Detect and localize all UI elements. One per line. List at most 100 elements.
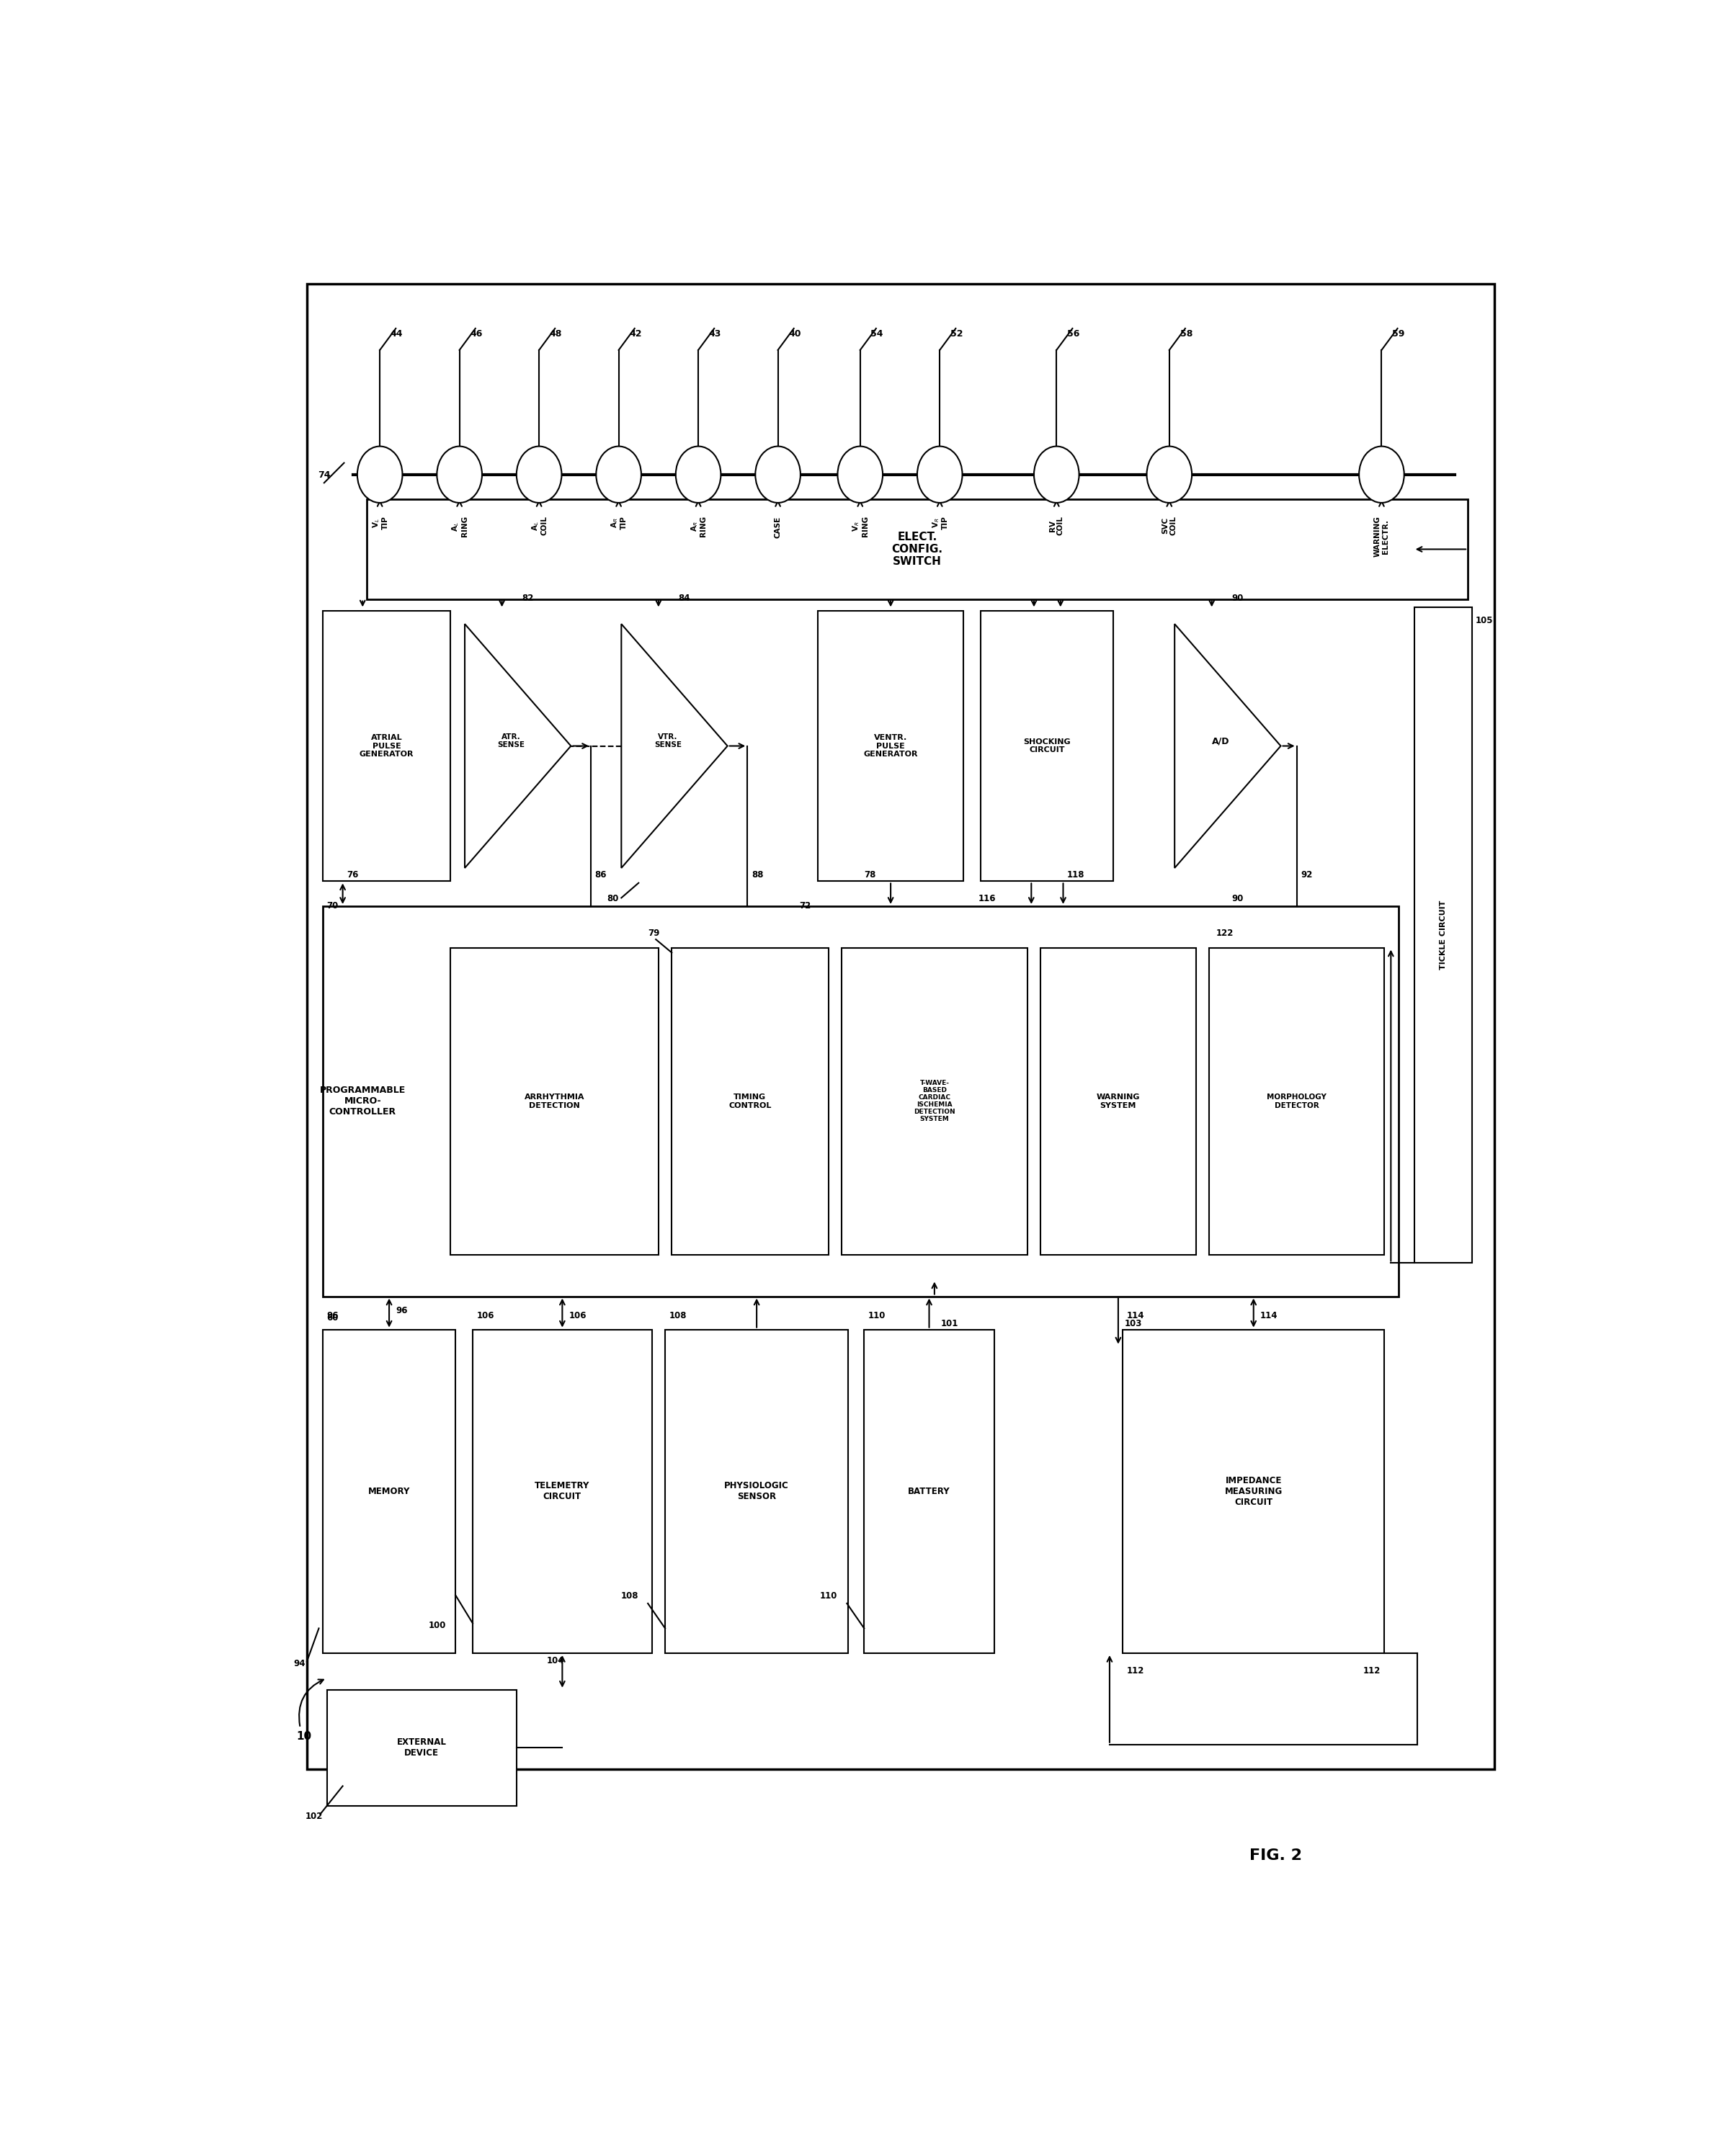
Circle shape bbox=[596, 446, 642, 502]
Text: IMPEDANCE
MEASURING
CIRCUIT: IMPEDANCE MEASURING CIRCUIT bbox=[1224, 1477, 1282, 1507]
Text: 82: 82 bbox=[522, 593, 534, 604]
Text: A$_L$
RING: A$_L$ RING bbox=[450, 515, 469, 537]
Polygon shape bbox=[621, 623, 728, 869]
Text: 101: 101 bbox=[942, 1319, 959, 1328]
Text: SHOCKING
CIRCUIT: SHOCKING CIRCUIT bbox=[1024, 737, 1072, 755]
Text: 106: 106 bbox=[476, 1311, 495, 1319]
Text: 114: 114 bbox=[1126, 1311, 1145, 1319]
Text: TICKLE CIRCUIT: TICKLE CIRCUIT bbox=[1440, 901, 1447, 970]
Text: 112: 112 bbox=[1363, 1667, 1380, 1675]
Text: 96: 96 bbox=[327, 1311, 339, 1319]
Text: 103: 103 bbox=[1125, 1319, 1142, 1328]
Text: WARNING
ELECTR.: WARNING ELECTR. bbox=[1375, 515, 1388, 556]
FancyBboxPatch shape bbox=[671, 949, 829, 1255]
Text: 100: 100 bbox=[428, 1621, 447, 1630]
Text: VENTR.
PULSE
GENERATOR: VENTR. PULSE GENERATOR bbox=[863, 733, 918, 759]
Text: V$_R$
RING: V$_R$ RING bbox=[851, 515, 870, 537]
Text: 96: 96 bbox=[395, 1307, 407, 1315]
Text: V$_L$
TIP: V$_L$ TIP bbox=[372, 515, 389, 530]
Circle shape bbox=[437, 446, 483, 502]
FancyBboxPatch shape bbox=[842, 949, 1027, 1255]
Circle shape bbox=[918, 446, 962, 502]
Text: PROGRAMMABLE
MICRO-
CONTROLLER: PROGRAMMABLE MICRO- CONTROLLER bbox=[320, 1087, 406, 1117]
FancyBboxPatch shape bbox=[324, 906, 1399, 1296]
Text: ELECT.
CONFIG.
SWITCH: ELECT. CONFIG. SWITCH bbox=[892, 530, 943, 567]
Text: 42: 42 bbox=[630, 330, 642, 338]
Circle shape bbox=[1147, 446, 1192, 502]
Text: VTR.
SENSE: VTR. SENSE bbox=[654, 733, 681, 748]
Text: 105: 105 bbox=[1476, 617, 1493, 625]
Text: 88: 88 bbox=[752, 869, 764, 880]
Text: 122: 122 bbox=[1216, 929, 1233, 938]
Text: TIMING
CONTROL: TIMING CONTROL bbox=[729, 1093, 772, 1108]
FancyBboxPatch shape bbox=[818, 610, 964, 882]
FancyBboxPatch shape bbox=[473, 1330, 652, 1654]
FancyBboxPatch shape bbox=[327, 1690, 517, 1807]
Text: 114: 114 bbox=[1260, 1311, 1277, 1319]
Text: 46: 46 bbox=[471, 330, 483, 338]
Text: 110: 110 bbox=[820, 1591, 837, 1600]
Text: A$_L$
COIL: A$_L$ COIL bbox=[531, 515, 548, 535]
Text: 10: 10 bbox=[296, 1731, 312, 1742]
Text: 108: 108 bbox=[669, 1311, 687, 1319]
Text: 40: 40 bbox=[789, 330, 801, 338]
Circle shape bbox=[1359, 446, 1404, 502]
FancyBboxPatch shape bbox=[1041, 949, 1195, 1255]
Text: CASE: CASE bbox=[774, 515, 781, 537]
Text: 108: 108 bbox=[621, 1591, 639, 1600]
Circle shape bbox=[358, 446, 402, 502]
Text: 44: 44 bbox=[390, 330, 402, 338]
Text: TELEMETRY
CIRCUIT: TELEMETRY CIRCUIT bbox=[534, 1481, 591, 1501]
Circle shape bbox=[1034, 446, 1079, 502]
Text: MEMORY: MEMORY bbox=[368, 1488, 411, 1496]
Text: 59: 59 bbox=[1392, 330, 1406, 338]
FancyBboxPatch shape bbox=[1123, 1330, 1385, 1654]
Text: 92: 92 bbox=[1301, 869, 1313, 880]
FancyBboxPatch shape bbox=[1209, 949, 1385, 1255]
Text: 86: 86 bbox=[594, 869, 606, 880]
FancyBboxPatch shape bbox=[1414, 608, 1472, 1263]
Text: 48: 48 bbox=[550, 330, 562, 338]
Text: 58: 58 bbox=[1180, 330, 1193, 338]
Text: 106: 106 bbox=[568, 1311, 587, 1319]
Text: 112: 112 bbox=[1126, 1667, 1144, 1675]
Text: ARRHYTHMIA
DETECTION: ARRHYTHMIA DETECTION bbox=[524, 1093, 584, 1108]
Text: 78: 78 bbox=[865, 869, 877, 880]
Text: 102: 102 bbox=[305, 1811, 324, 1822]
Circle shape bbox=[837, 446, 883, 502]
Circle shape bbox=[517, 446, 562, 502]
Text: 76: 76 bbox=[346, 869, 358, 880]
Text: 54: 54 bbox=[871, 330, 883, 338]
FancyBboxPatch shape bbox=[664, 1330, 847, 1654]
Text: EXTERNAL
DEVICE: EXTERNAL DEVICE bbox=[397, 1738, 447, 1757]
Text: 56: 56 bbox=[1067, 330, 1080, 338]
Text: 104: 104 bbox=[546, 1656, 563, 1664]
Text: V$_R$
TIP: V$_R$ TIP bbox=[931, 515, 948, 530]
Text: 80: 80 bbox=[606, 895, 618, 903]
Polygon shape bbox=[1174, 623, 1281, 869]
Text: SVC
COIL: SVC COIL bbox=[1162, 515, 1176, 535]
Text: 43: 43 bbox=[709, 330, 721, 338]
Text: 90: 90 bbox=[1231, 895, 1243, 903]
Text: FIG. 2: FIG. 2 bbox=[1250, 1848, 1301, 1863]
Text: 118: 118 bbox=[1067, 869, 1085, 880]
FancyBboxPatch shape bbox=[324, 610, 450, 882]
FancyBboxPatch shape bbox=[324, 1330, 455, 1654]
Text: BATTERY: BATTERY bbox=[907, 1488, 950, 1496]
Text: WARNING
SYSTEM: WARNING SYSTEM bbox=[1096, 1093, 1140, 1108]
Text: A$_R$
RING: A$_R$ RING bbox=[690, 515, 707, 537]
Text: 79: 79 bbox=[647, 929, 659, 938]
Text: 116: 116 bbox=[978, 895, 996, 903]
FancyBboxPatch shape bbox=[450, 949, 659, 1255]
Text: 110: 110 bbox=[868, 1311, 885, 1319]
FancyBboxPatch shape bbox=[306, 285, 1495, 1770]
Text: T-WAVE-
BASED
CARDIAC
ISCHEMIA
DETECTION
SYSTEM: T-WAVE- BASED CARDIAC ISCHEMIA DETECTION… bbox=[914, 1080, 955, 1123]
Text: MORPHOLOGY
DETECTOR: MORPHOLOGY DETECTOR bbox=[1267, 1093, 1327, 1108]
Text: ATR.
SENSE: ATR. SENSE bbox=[498, 733, 526, 748]
Circle shape bbox=[676, 446, 721, 502]
Text: ATRIAL
PULSE
GENERATOR: ATRIAL PULSE GENERATOR bbox=[360, 733, 414, 759]
Text: 70: 70 bbox=[327, 901, 339, 910]
Text: 60: 60 bbox=[327, 1313, 339, 1322]
Text: PHYSIOLOGIC
SENSOR: PHYSIOLOGIC SENSOR bbox=[724, 1481, 789, 1501]
Text: A$_R$
TIP: A$_R$ TIP bbox=[609, 515, 628, 530]
